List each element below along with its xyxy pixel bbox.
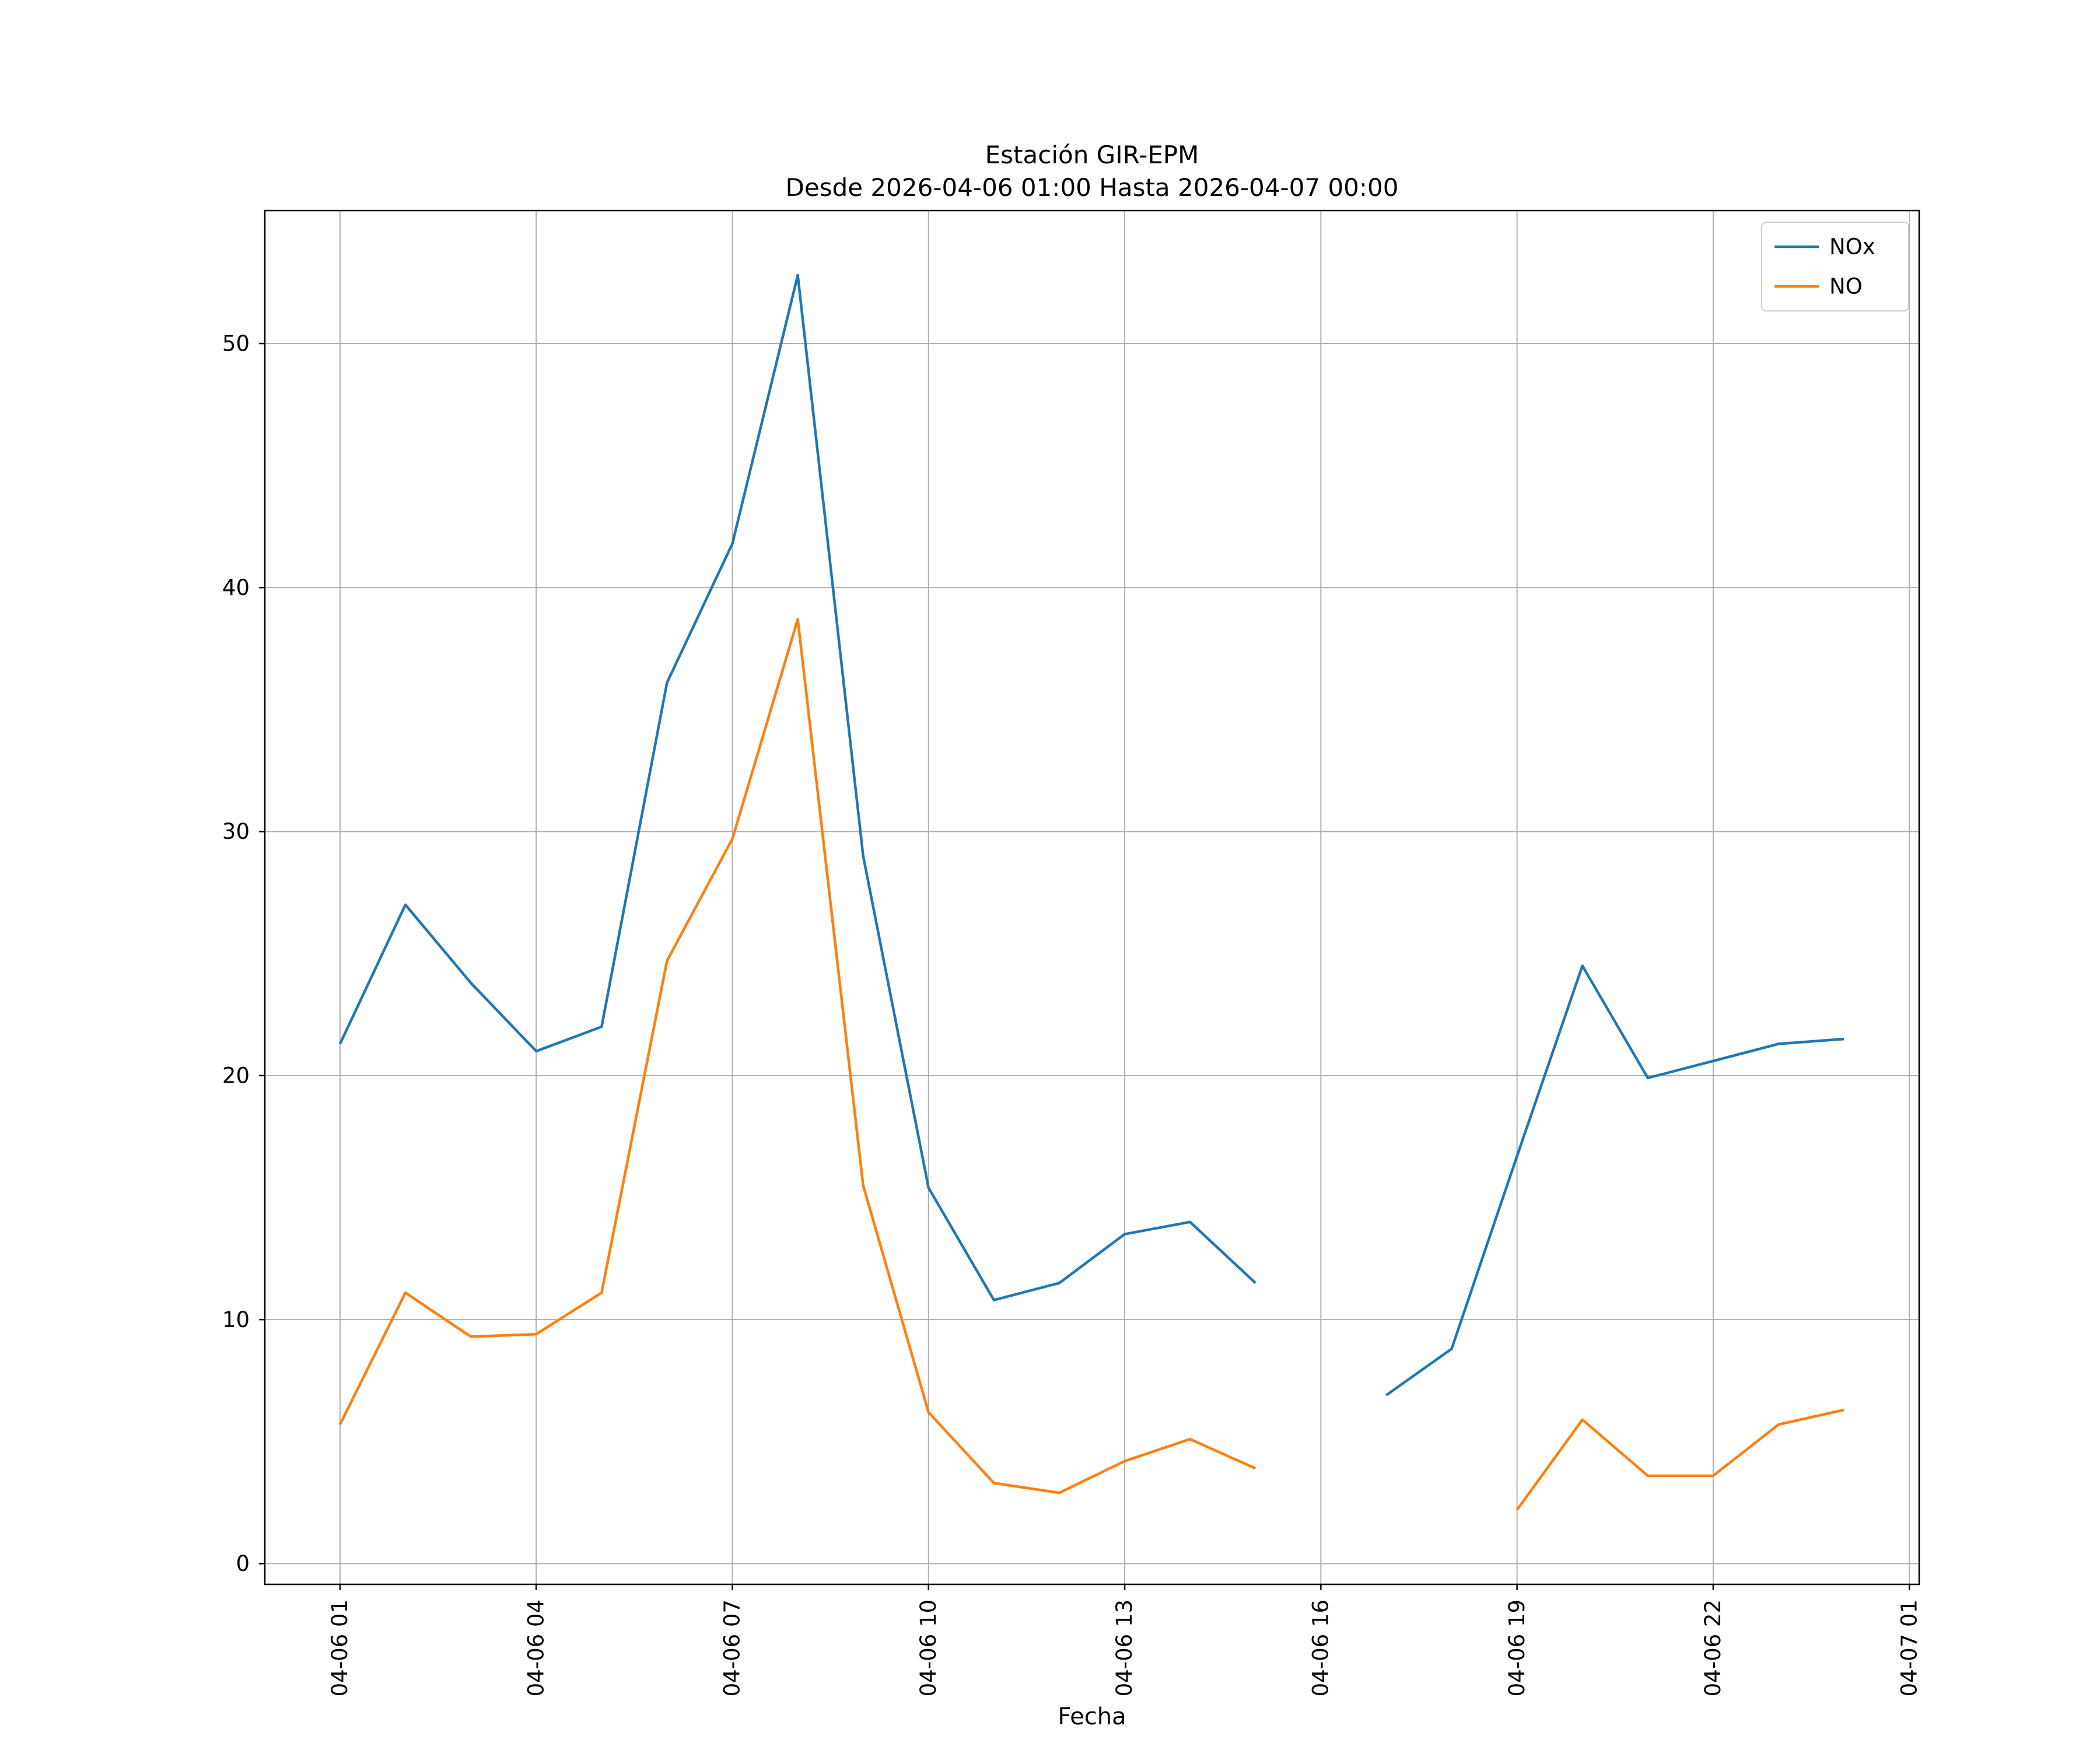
legend-label-no: NO bbox=[1829, 274, 1863, 299]
x-tick-label: 04-06 07 bbox=[720, 1600, 745, 1696]
y-tick-label: 30 bbox=[222, 819, 250, 844]
x-tick-label: 04-06 22 bbox=[1700, 1600, 1726, 1696]
legend-label-nox: NOx bbox=[1829, 235, 1875, 260]
x-tick-label: 04-06 13 bbox=[1112, 1600, 1137, 1696]
series-no-line bbox=[338, 618, 1845, 1511]
x-tick-label: 04-06 10 bbox=[916, 1600, 941, 1696]
y-tick-label: 50 bbox=[222, 331, 250, 356]
chart-layers: 04-06 01 04-06 04 04-06 07 04-06 10 04-06 13… bbox=[222, 209, 1922, 1697]
y-tick-label: 0 bbox=[236, 1551, 250, 1576]
x-tick-label: 04-07 01 bbox=[1896, 1600, 1922, 1696]
x-tick-label: 04-06 01 bbox=[327, 1600, 352, 1696]
x-tick-label: 04-06 16 bbox=[1308, 1600, 1334, 1696]
x-axis-label: Fecha bbox=[1058, 1703, 1126, 1730]
tick-marks bbox=[259, 342, 1910, 1590]
series-nox-line bbox=[338, 274, 1845, 1396]
x-tick-label: 04-06 04 bbox=[523, 1600, 548, 1696]
y-tick-label: 40 bbox=[222, 575, 250, 600]
y-tick-label: 10 bbox=[222, 1307, 250, 1332]
grid bbox=[265, 211, 1919, 1584]
chart-title: Estación GIR-EPM bbox=[985, 141, 1199, 169]
tick-labels: 04-06 01 04-06 04 04-06 07 04-06 10 04-06 13… bbox=[222, 331, 1922, 1697]
legend: NOx NO bbox=[1761, 222, 1909, 312]
axes-border bbox=[264, 209, 1920, 1586]
chart-subtitle: Desde 2026-04-06 01:00 Hasta 2026-04-07 … bbox=[786, 173, 1399, 202]
axes-background bbox=[265, 211, 1919, 1584]
x-tick-label: 04-06 19 bbox=[1504, 1600, 1530, 1696]
legend-box bbox=[1761, 222, 1909, 312]
y-tick-label: 20 bbox=[222, 1063, 250, 1088]
